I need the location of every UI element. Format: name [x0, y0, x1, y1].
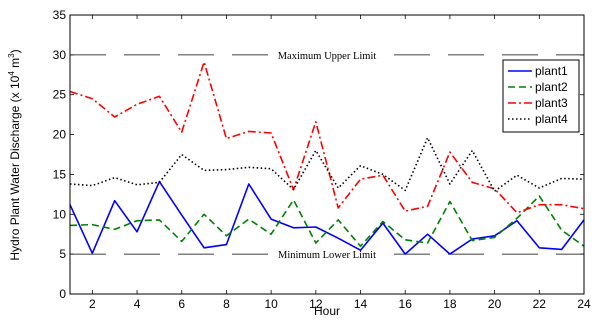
x-tick-label: 4	[134, 297, 141, 311]
legend-label-plant4: plant4	[535, 112, 568, 126]
y-tick-label: 0	[59, 287, 66, 301]
legend-label-plant1: plant1	[535, 64, 568, 78]
x-tick-label: 20	[488, 297, 502, 311]
x-tick-label: 2	[89, 297, 96, 311]
x-tick-label: 24	[577, 297, 591, 311]
x-tick-label: 6	[178, 297, 185, 311]
legend-label-plant2: plant2	[535, 80, 568, 94]
y-tick-label: 30	[53, 48, 67, 62]
y-tick-label: 15	[53, 167, 67, 181]
y-tick-label: 10	[53, 207, 67, 221]
x-tick-label: 10	[264, 297, 278, 311]
limit-label: Minimum Lower Limit	[278, 250, 376, 261]
limit-label: Maximum Upper Limit	[278, 51, 377, 62]
legend: plant1 plant2 plant3 plant4	[503, 60, 579, 132]
legend-label-plant3: plant3	[535, 96, 568, 110]
x-tick-label: 14	[354, 297, 368, 311]
y-tick-label: 5	[59, 247, 66, 261]
x-tick-label: 8	[223, 297, 230, 311]
y-axis-label: Hydro Plant Water Discharge (x 104 m3)	[7, 49, 22, 260]
x-tick-label: 16	[399, 297, 413, 311]
y-tick-label: 25	[53, 88, 67, 102]
y-tick-label: 20	[53, 128, 67, 142]
x-axis-label: Hour	[314, 304, 340, 318]
x-tick-label: 18	[443, 297, 457, 311]
y-tick-label: 35	[53, 8, 67, 22]
x-tick-label: 22	[533, 297, 547, 311]
